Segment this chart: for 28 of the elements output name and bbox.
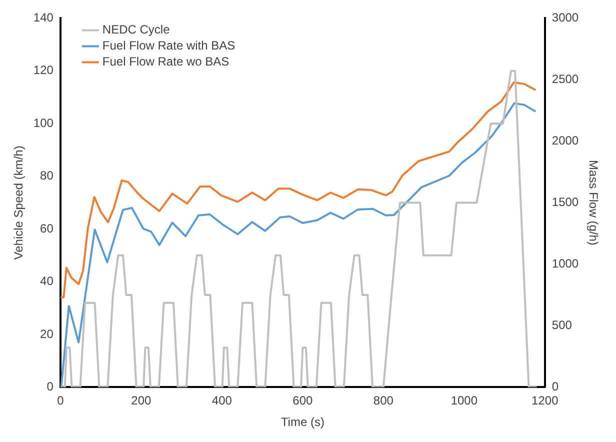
x-tick-label: 800 (373, 394, 394, 408)
x-tick-label: 200 (131, 394, 152, 408)
y2-tick-label: 3000 (552, 10, 579, 25)
x-tick-label: 1000 (450, 394, 478, 408)
y-axis-title: Vehicle Speed (km/h) (12, 146, 26, 260)
legend-label: Fuel Flow Rate wo BAS (102, 54, 230, 69)
y-tick-label: 0 (46, 380, 54, 394)
x-tick-label: 400 (212, 394, 232, 408)
y-tick-label: 140 (33, 10, 54, 25)
y-tick-label: 40 (40, 274, 54, 288)
x-tick-label: 1200 (532, 394, 559, 408)
y2-tick-label: 0 (552, 380, 559, 394)
y2-tick-label: 1500 (552, 195, 579, 210)
y2-tick-label: 500 (552, 318, 572, 332)
y-tick-label: 120 (33, 63, 54, 78)
x-axis-title: Time (s) (280, 415, 324, 430)
y2-axis-title: Mass Flow (g/h) (586, 160, 600, 246)
x-tick-label: 0 (57, 394, 64, 408)
y-tick-label: 80 (40, 168, 54, 183)
y2-tick-label: 1000 (552, 256, 579, 271)
y2-tick-label: 2500 (552, 72, 579, 86)
x-tick-label: 600 (292, 394, 313, 408)
legend-label: NEDC Cycle (102, 22, 170, 37)
y-tick-label: 60 (40, 221, 54, 236)
y-tick-label: 20 (40, 326, 54, 341)
legend-label: Fuel Flow Rate with BAS (102, 38, 236, 53)
y-tick-label: 100 (33, 116, 54, 130)
y2-tick-label: 2000 (552, 134, 579, 148)
